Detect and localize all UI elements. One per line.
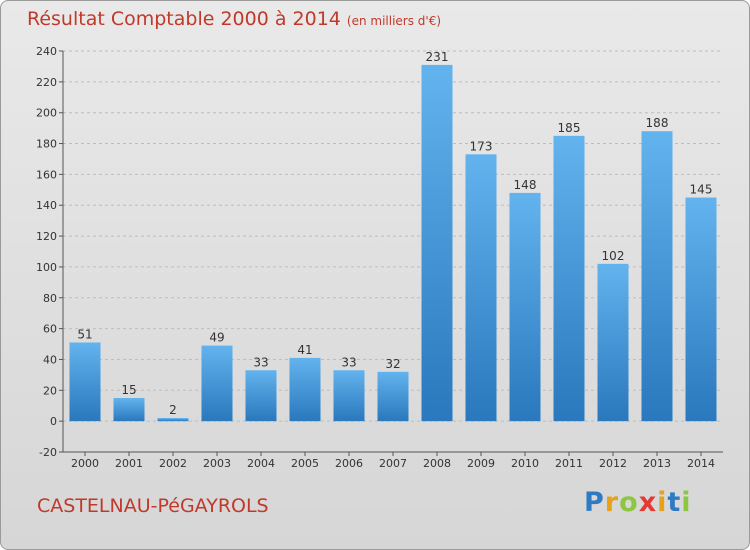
- bar-2014: [685, 197, 717, 422]
- data-label-2005: 41: [297, 343, 312, 357]
- data-label-2012: 102: [602, 249, 625, 263]
- bar-2011: [553, 135, 585, 422]
- bar-2009: [465, 154, 497, 422]
- y-tick-label: 160: [36, 168, 57, 181]
- logo-letter: x: [638, 487, 658, 518]
- x-tick-label-2007: 2007: [379, 457, 407, 470]
- y-tick-label: -20: [39, 446, 57, 459]
- x-tick-label-2012: 2012: [599, 457, 627, 470]
- logo-letter: r: [604, 487, 620, 518]
- y-tick-label: 120: [36, 230, 57, 243]
- y-tick-label: 80: [43, 292, 57, 305]
- y-tick-label: 200: [36, 107, 57, 120]
- chart-title: Résultat Comptable 2000 à 2014 (en millie…: [27, 8, 441, 30]
- x-tick-label-2000: 2000: [71, 457, 99, 470]
- y-tick-label: 180: [36, 138, 57, 151]
- commune-name: CASTELNAU-PéGAYROLS: [37, 495, 269, 517]
- data-label-2013: 188: [646, 116, 669, 130]
- data-label-2003: 49: [209, 331, 224, 345]
- data-label-2011: 185: [558, 121, 581, 135]
- logo-letter: t: [667, 487, 682, 518]
- logo-letter: P: [584, 487, 605, 518]
- logo-letter: i: [681, 487, 692, 518]
- x-tick-label-2003: 2003: [203, 457, 231, 470]
- x-tick-label-2009: 2009: [467, 457, 495, 470]
- data-label-2002: 2: [169, 403, 177, 417]
- bar-2007: [377, 371, 409, 422]
- data-label-2001: 15: [121, 383, 136, 397]
- x-tick-label-2014: 2014: [687, 457, 715, 470]
- data-label-2010: 148: [514, 178, 537, 192]
- y-tick-label: 60: [43, 323, 57, 336]
- x-tick-label-2001: 2001: [115, 457, 143, 470]
- axes: [59, 50, 723, 456]
- bar-2005: [289, 357, 321, 422]
- bar-2004: [245, 370, 277, 422]
- y-tick-label: 240: [36, 45, 57, 58]
- bars: [69, 64, 717, 422]
- bar-2008: [421, 64, 453, 422]
- y-tick-label: 40: [43, 353, 57, 366]
- data-label-2004: 33: [253, 355, 268, 369]
- y-tick-label: 0: [50, 415, 57, 428]
- labels: -20 0 20 40 60 80 100 120 140 160 180 200 220 240 51 20…: [36, 45, 715, 470]
- x-tick-label-2002: 2002: [159, 457, 187, 470]
- data-label-2006: 33: [341, 355, 356, 369]
- x-tick-label-2004: 2004: [247, 457, 275, 470]
- bar-2000: [69, 342, 101, 422]
- x-tick-label-2010: 2010: [511, 457, 539, 470]
- x-tick-label-2013: 2013: [643, 457, 671, 470]
- bar-2001: [113, 398, 145, 422]
- data-label-2000: 51: [77, 327, 92, 341]
- y-tick-label: 20: [43, 384, 57, 397]
- bar-2013: [641, 131, 673, 422]
- y-tick-label: 100: [36, 261, 57, 274]
- data-label-2008: 231: [426, 50, 449, 64]
- logo-letter: i: [657, 487, 668, 518]
- x-tick-label-2008: 2008: [423, 457, 451, 470]
- bar-2010: [509, 192, 541, 422]
- bar-2002: [157, 418, 189, 422]
- bar-2006: [333, 370, 365, 422]
- data-label-2007: 32: [385, 357, 400, 371]
- chart-subtitle: (en milliers d'€): [346, 14, 442, 28]
- data-label-2009: 173: [470, 139, 493, 153]
- y-tick-label: 220: [36, 76, 57, 89]
- chart-title-text: Résultat Comptable 2000 à 2014: [27, 8, 341, 30]
- x-tick-label-2011: 2011: [555, 457, 583, 470]
- x-tick-label-2005: 2005: [291, 457, 319, 470]
- bar-2012: [597, 263, 629, 422]
- x-tick-label-2006: 2006: [335, 457, 363, 470]
- logo-letter: o: [619, 487, 639, 518]
- y-tick-label: 140: [36, 199, 57, 212]
- data-label-2014: 145: [690, 183, 713, 197]
- proxiti-logo: Proxiti: [584, 487, 692, 518]
- bar-2003: [201, 345, 233, 422]
